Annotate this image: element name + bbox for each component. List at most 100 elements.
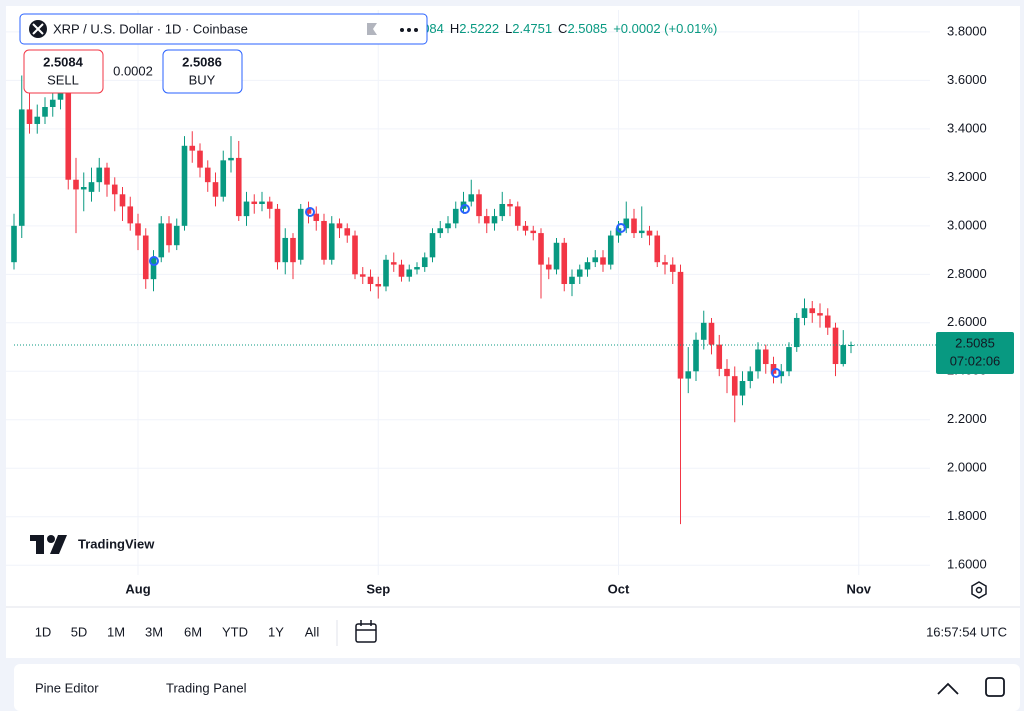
collapse-icon[interactable]	[937, 682, 959, 695]
candle-body	[65, 90, 72, 180]
flag-icon[interactable]	[367, 23, 377, 35]
range-button[interactable]: 1D	[35, 624, 52, 639]
candle-body	[778, 371, 785, 377]
candle-body	[197, 150, 203, 168]
candle-body	[119, 194, 126, 207]
clock[interactable]: 16:57:54 UTC	[926, 624, 1007, 639]
candle-body	[313, 213, 320, 221]
candle-body	[530, 230, 537, 234]
candle-body	[166, 223, 172, 246]
candle-body	[638, 230, 645, 234]
maximize-icon[interactable]	[985, 677, 1005, 697]
candle-body	[693, 339, 699, 372]
event-markers	[149, 204, 781, 378]
candle-body	[452, 208, 459, 224]
candle-body	[522, 225, 529, 231]
candle-body	[824, 315, 831, 328]
xrp-icon-mark	[32, 23, 44, 35]
candle-body	[274, 208, 281, 263]
candle-body	[685, 371, 692, 379]
candle-body	[483, 216, 490, 224]
candle-body	[662, 262, 668, 265]
last-price-label: 2.5085	[955, 335, 995, 350]
sell-button[interactable]	[23, 49, 104, 94]
settings-icon-dot	[975, 586, 983, 594]
candle-body	[429, 233, 436, 258]
candle-body	[73, 179, 79, 190]
candle-body	[801, 308, 808, 318]
y-tick-label: 3.0000	[947, 217, 987, 232]
candle-body	[228, 157, 234, 161]
candle-body	[127, 206, 134, 224]
candle-body	[499, 203, 506, 217]
y-tick-label: 3.4000	[947, 120, 987, 135]
more-icon[interactable]	[400, 28, 418, 32]
buy-button[interactable]	[162, 49, 243, 94]
candle-body	[243, 201, 250, 217]
y-tick-label: 2.8000	[947, 266, 987, 281]
candle-body	[26, 109, 33, 124]
x-tick-label: Oct	[608, 581, 630, 596]
candle-body	[158, 223, 165, 258]
bottom-tab[interactable]: Pine Editor	[35, 680, 99, 695]
candle-body	[468, 194, 475, 202]
candle-body	[731, 376, 738, 396]
spread: 0.0002	[113, 63, 153, 78]
candle-body	[344, 228, 351, 236]
candle-body	[352, 235, 358, 275]
candle-body	[328, 223, 335, 260]
candle-body	[553, 242, 560, 270]
candle-body	[724, 368, 730, 377]
candle-body	[414, 267, 420, 270]
candle-body	[491, 216, 498, 224]
candle-body	[762, 349, 769, 365]
candle-body	[739, 381, 746, 396]
candle-body	[96, 167, 103, 183]
y-tick-label: 1.8000	[947, 508, 987, 523]
candle-body	[204, 167, 211, 183]
candle-body	[150, 257, 157, 280]
range-button[interactable]: 5D	[71, 624, 88, 639]
bottom-tab[interactable]: Trading Panel	[166, 680, 247, 695]
candle-body	[607, 235, 614, 265]
candle-body	[398, 264, 405, 277]
candle-body	[576, 269, 583, 277]
candle-body	[545, 264, 552, 270]
ohlc-value: 2.5222	[459, 21, 499, 36]
x-tick-label: Aug	[125, 581, 150, 596]
candle-body	[445, 223, 451, 229]
settings-icon[interactable]	[971, 581, 987, 599]
range-button[interactable]: All	[305, 624, 320, 639]
y-tick-label: 2.6000	[947, 314, 987, 329]
candle-body	[840, 345, 847, 365]
candle-body	[290, 237, 296, 263]
range-button[interactable]: 1M	[107, 624, 125, 639]
symbol-box[interactable]	[19, 13, 428, 45]
candle-body	[561, 242, 568, 285]
candle-body	[669, 264, 676, 272]
ohlc-change: +0.0002 (+0.01%)	[613, 21, 717, 36]
candle-body	[832, 327, 839, 365]
candle-body	[809, 308, 816, 314]
candle-body	[406, 269, 413, 277]
candle-body	[80, 187, 87, 190]
date-range-icon[interactable]	[355, 620, 377, 643]
range-button[interactable]: YTD	[222, 624, 248, 639]
symbol-title[interactable]: XRP / U.S. Dollar · 1D · Coinbase	[53, 21, 248, 36]
y-tick-label: 2.2000	[947, 411, 987, 426]
bottom-panel	[14, 664, 1020, 711]
candle-body	[421, 257, 428, 268]
candle-body	[716, 344, 723, 369]
x-tick-label: Nov	[846, 581, 871, 596]
candle-body	[212, 182, 219, 197]
range-button[interactable]: 3M	[145, 624, 163, 639]
range-button[interactable]: 6M	[184, 624, 202, 639]
candle-body	[220, 160, 227, 197]
y-tick-label: 1.6000	[947, 557, 987, 572]
candle-body	[631, 218, 637, 234]
range-button[interactable]: 1Y	[268, 624, 284, 639]
candle-body	[569, 276, 575, 285]
y-tick-label: 3.2000	[947, 169, 987, 184]
candle-body	[623, 218, 630, 229]
candle-body	[282, 237, 289, 263]
